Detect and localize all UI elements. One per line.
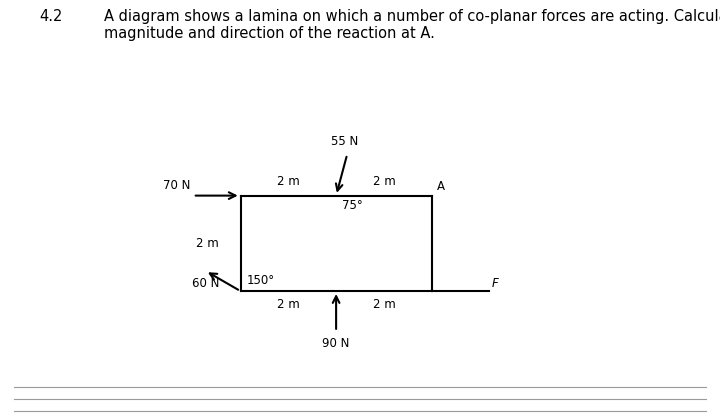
Text: 4.2: 4.2	[40, 9, 63, 24]
Text: 2 m: 2 m	[197, 237, 219, 250]
Text: 2 m: 2 m	[277, 176, 300, 188]
Text: 90 N: 90 N	[323, 337, 350, 350]
Text: 150°: 150°	[246, 274, 274, 287]
Text: A: A	[437, 180, 446, 193]
Text: 75°: 75°	[342, 199, 363, 212]
Text: 2 m: 2 m	[277, 298, 300, 311]
Text: F: F	[491, 277, 498, 290]
Text: A diagram shows a lamina on which a number of co-planar forces are acting. Calcu: A diagram shows a lamina on which a numb…	[104, 9, 720, 41]
Text: 60 N: 60 N	[192, 276, 219, 289]
Text: 2 m: 2 m	[372, 176, 395, 188]
Text: 70 N: 70 N	[163, 179, 190, 192]
Text: 55 N: 55 N	[331, 136, 359, 148]
Text: 2 m: 2 m	[372, 298, 395, 311]
